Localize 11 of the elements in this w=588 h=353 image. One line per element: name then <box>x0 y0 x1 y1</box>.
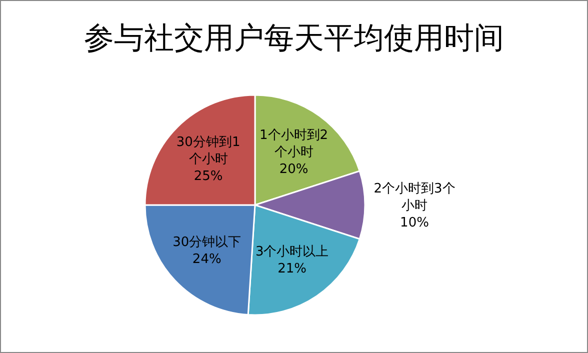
data-label: 25% <box>194 168 223 184</box>
data-label: 24% <box>192 252 222 268</box>
slice-label: 30分钟到1个小时 <box>176 134 240 167</box>
slice-label: 2个小时到3个小时 <box>374 182 456 214</box>
slice-label: 30分钟以下 <box>172 235 242 250</box>
chart-title: 参与社交用户每天平均使用时间 <box>84 21 504 56</box>
data-label: 20% <box>279 162 308 178</box>
slice-label: 3个小时以上 <box>255 244 329 260</box>
slice-label: 1个小时到2个小时 <box>260 128 328 160</box>
data-label: 21% <box>278 262 307 277</box>
data-label: 10% <box>400 216 429 231</box>
